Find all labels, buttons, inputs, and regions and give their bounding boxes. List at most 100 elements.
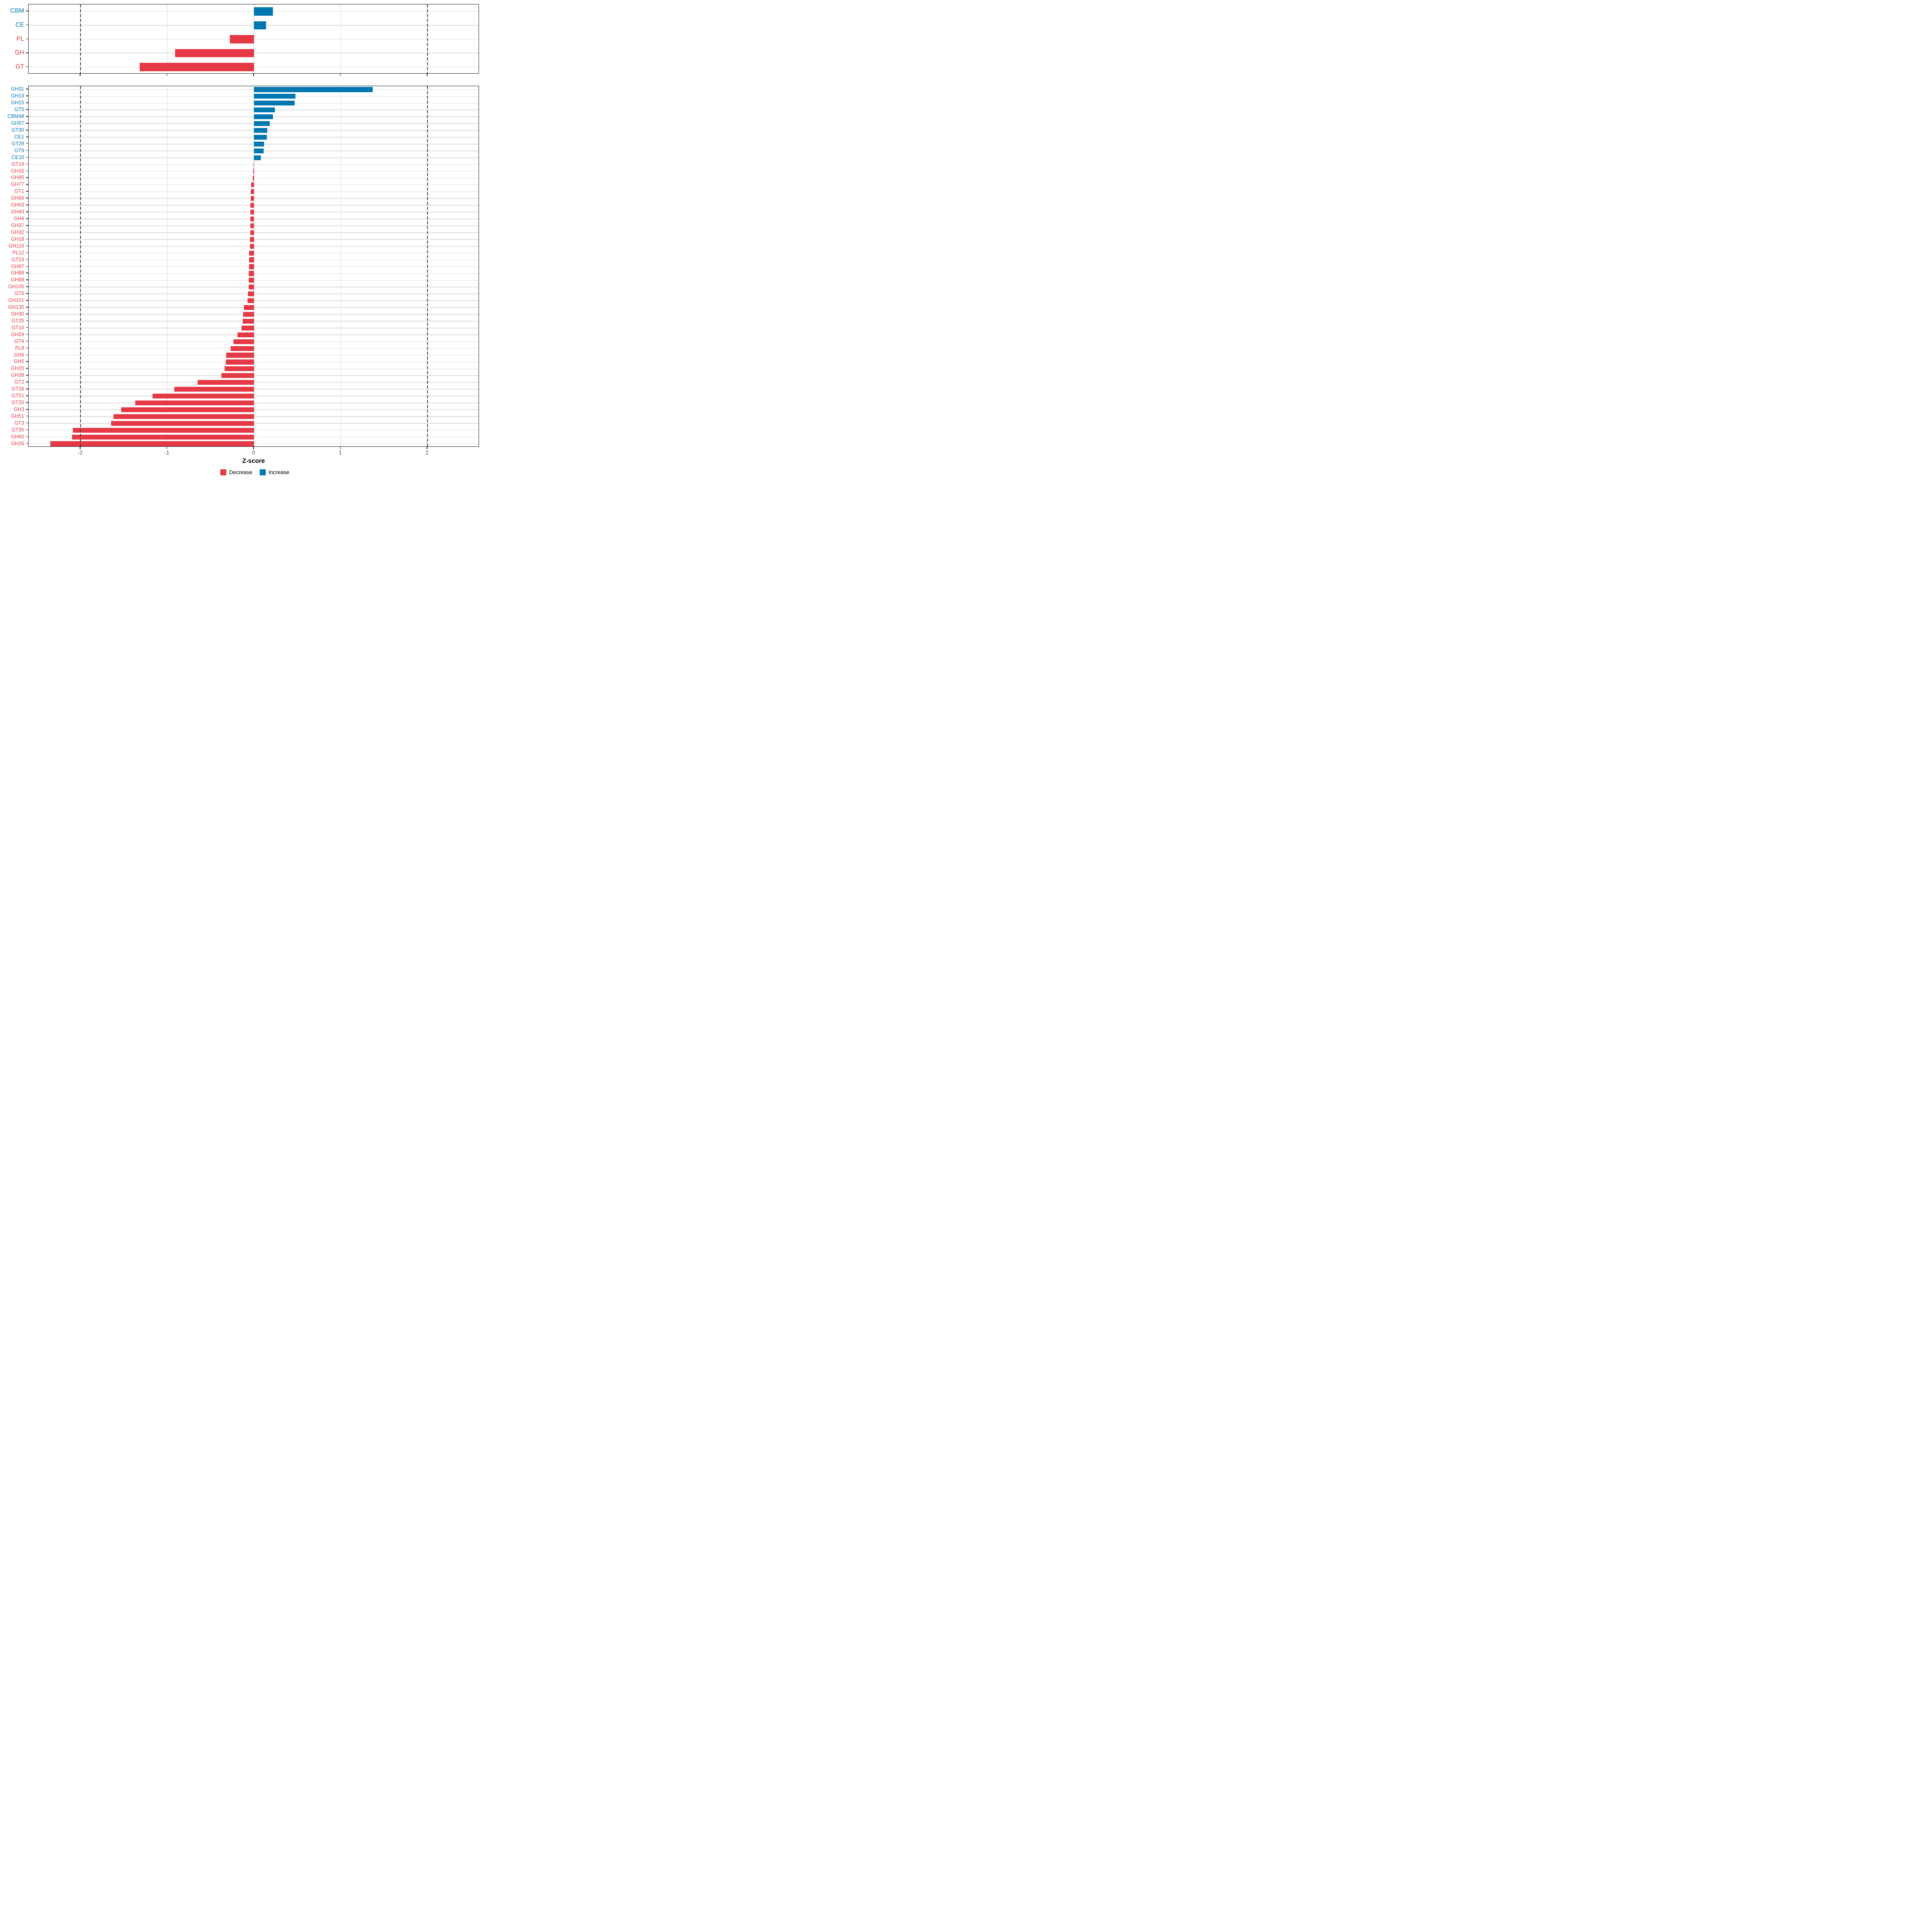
ylabel-GH97: GH97 bbox=[11, 263, 24, 269]
bar-GT9 bbox=[254, 148, 264, 153]
y-tick bbox=[26, 409, 28, 410]
ylabel-GH77: GH77 bbox=[11, 182, 24, 188]
ylabel-GT1: GT1 bbox=[14, 188, 24, 194]
plot-area bbox=[28, 86, 479, 447]
ylabel-GH33: GH33 bbox=[11, 168, 24, 174]
gridline-row bbox=[29, 11, 479, 12]
y-tick bbox=[26, 89, 28, 90]
bar-GH26 bbox=[50, 441, 254, 446]
y-tick bbox=[26, 272, 28, 274]
x-tick-1 bbox=[340, 74, 341, 76]
bar-GH101 bbox=[248, 298, 254, 303]
bar-GH3 bbox=[121, 407, 254, 412]
gridline-row bbox=[29, 25, 479, 26]
ylabel-GH18: GH18 bbox=[11, 236, 24, 242]
ylabel-GT: GT bbox=[15, 63, 24, 70]
bar-GT26 bbox=[174, 387, 254, 392]
ylabel-GH88: GH88 bbox=[11, 270, 24, 276]
ylabel-GT10: GT10 bbox=[11, 324, 24, 330]
bar-GT4 bbox=[233, 339, 254, 344]
bar-GH68 bbox=[249, 278, 254, 283]
legend-item-increase: Increase bbox=[260, 469, 289, 475]
ylabel-GH20: GH20 bbox=[11, 365, 24, 372]
x-tick-0 bbox=[253, 74, 254, 76]
ylabel-GH130: GH130 bbox=[8, 304, 24, 310]
y-tick bbox=[26, 218, 28, 219]
x-tick-label--1: -1 bbox=[164, 450, 169, 456]
bar-GT51 bbox=[153, 393, 254, 399]
ylabel-CE10: CE10 bbox=[11, 154, 24, 160]
panel-cazyme-families: GH31 GH13 GH15 GT5 CBM48 GH57 GT30 CE1 GT28 GT9 CE… bbox=[0, 86, 479, 447]
ylabel-GH43: GH43 bbox=[11, 208, 24, 215]
y-tick bbox=[26, 116, 28, 117]
y-tick bbox=[26, 279, 28, 281]
y-tick bbox=[26, 293, 28, 294]
bar-GH37 bbox=[250, 223, 254, 229]
ylabel-GT19: GT19 bbox=[11, 161, 24, 167]
bar-CE10 bbox=[254, 155, 261, 160]
cazyme-zscore-chart: CBM CE PL GH GT GH31 GH13 GH15 GT5 CBM48 GH57 GT30… bbox=[0, 0, 483, 483]
y-tick bbox=[26, 286, 28, 287]
bar-GT1 bbox=[250, 189, 254, 194]
ylabel-PL12: PL12 bbox=[12, 250, 24, 256]
ylabel-GT5: GT5 bbox=[14, 106, 24, 112]
ylabel-GH37: GH37 bbox=[11, 222, 24, 228]
ylabel-GH: GH bbox=[14, 49, 24, 56]
y-tick bbox=[26, 109, 28, 110]
bar-GH5 bbox=[226, 359, 254, 365]
legend: Decrease Increase bbox=[220, 469, 289, 475]
bar-GH43 bbox=[250, 210, 254, 215]
x-tick-label-2: 2 bbox=[425, 450, 429, 456]
dashed-line-2 bbox=[427, 86, 428, 446]
bar-GH32 bbox=[250, 230, 254, 235]
bar-GH88 bbox=[249, 271, 254, 276]
ylabel-GT2: GT2 bbox=[14, 379, 24, 385]
bar-GH31 bbox=[254, 87, 373, 92]
ylabel-GT4: GT4 bbox=[14, 338, 24, 344]
ylabel-GT30: GT30 bbox=[11, 127, 24, 133]
y-tick bbox=[26, 320, 28, 321]
bar-GH4 bbox=[250, 216, 254, 222]
y-tick bbox=[26, 327, 28, 328]
y-tick bbox=[26, 157, 28, 158]
ylabel-GH3: GH3 bbox=[14, 406, 24, 412]
ylabel-GH65: GH65 bbox=[11, 433, 24, 440]
ylabel-PL8: PL8 bbox=[15, 345, 24, 351]
y-tick bbox=[26, 143, 28, 144]
ylabel-GT28: GT28 bbox=[11, 140, 24, 147]
ylabel-CE: CE bbox=[15, 21, 24, 29]
x-tick-label-0: 0 bbox=[252, 450, 255, 456]
ylabel-GH57: GH57 bbox=[11, 120, 24, 126]
bar-GH66 bbox=[250, 196, 254, 201]
gridline-row bbox=[29, 116, 479, 117]
bar-GH33 bbox=[253, 169, 254, 174]
ylabel-GT26: GT26 bbox=[11, 386, 24, 392]
panel-cazyme-classes: CBM CE PL GH GT bbox=[0, 4, 479, 74]
y-tick bbox=[26, 368, 28, 369]
ylabel-GT51: GT51 bbox=[11, 392, 24, 398]
legend-item-decrease: Decrease bbox=[220, 469, 252, 475]
ylabel-GH29: GH29 bbox=[11, 331, 24, 337]
bar-GT20 bbox=[135, 400, 254, 406]
y-tick bbox=[26, 211, 28, 212]
bar-GH38 bbox=[221, 373, 254, 378]
ylabel-GH51: GH51 bbox=[11, 413, 24, 419]
ylabel-CBM: CBM bbox=[10, 7, 24, 14]
ylabel-GT20: GT20 bbox=[11, 399, 24, 405]
ylabel-GH32: GH32 bbox=[11, 229, 24, 235]
ylabel-GH116: GH116 bbox=[8, 243, 24, 249]
y-tick bbox=[26, 300, 28, 301]
bar-GH95 bbox=[252, 175, 254, 181]
bar-GH97 bbox=[249, 264, 254, 269]
gridline-x--1 bbox=[167, 4, 168, 73]
bar-GH30 bbox=[243, 312, 254, 317]
gridline-row bbox=[29, 109, 479, 111]
bar-GT30 bbox=[254, 128, 268, 133]
y-tick bbox=[26, 416, 28, 417]
bar-GH130 bbox=[244, 305, 254, 310]
x-tick-0 bbox=[253, 447, 254, 449]
ylabel-GH9: GH9 bbox=[14, 352, 24, 358]
y-tick bbox=[26, 259, 28, 260]
bar-PL bbox=[229, 35, 254, 43]
ylabel-GH95: GH95 bbox=[11, 175, 24, 181]
